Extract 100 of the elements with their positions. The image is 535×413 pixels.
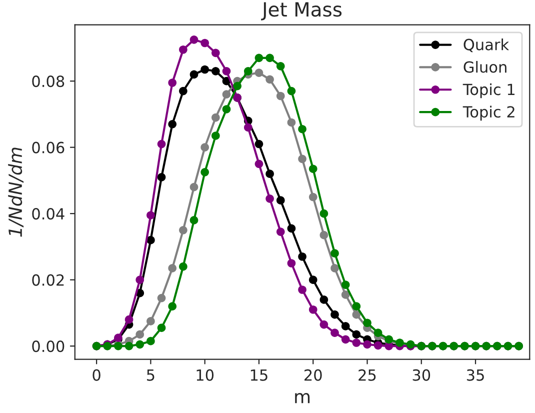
point (352, 330, 361, 339)
point (211, 48, 220, 58)
y-tick-label: 0.04 (32, 208, 64, 220)
point (298, 124, 306, 134)
point (146, 211, 155, 220)
point (211, 132, 220, 140)
y-tick-label: 0.02 (32, 274, 64, 286)
point (287, 224, 296, 233)
point (146, 336, 155, 346)
point (276, 92, 285, 100)
point (276, 196, 285, 204)
point (330, 264, 339, 272)
x-tick-label: 5 (147, 370, 154, 381)
point (168, 264, 177, 272)
point (200, 143, 209, 152)
point (254, 54, 264, 62)
point (254, 160, 264, 168)
x-tick-label: 35 (466, 369, 484, 381)
point (254, 68, 264, 77)
point (136, 276, 144, 284)
point (179, 226, 188, 234)
point (276, 62, 285, 70)
point (124, 315, 134, 324)
legend-label: Topic 1 (462, 83, 514, 98)
point (320, 296, 328, 304)
x-tick-label: 10 (196, 369, 214, 381)
point (136, 340, 144, 349)
point (190, 182, 198, 192)
point (320, 230, 328, 240)
point (211, 66, 220, 76)
point (266, 75, 274, 84)
point (244, 66, 252, 76)
point (222, 66, 231, 76)
point (298, 252, 306, 261)
point (168, 78, 177, 87)
point (157, 140, 166, 148)
point (266, 170, 274, 178)
point (179, 45, 188, 54)
point (330, 249, 339, 258)
point (146, 236, 155, 244)
point (363, 340, 372, 349)
point (244, 123, 252, 132)
point (330, 310, 339, 319)
point (287, 259, 296, 268)
point (308, 164, 318, 174)
point (352, 338, 361, 347)
point (157, 324, 166, 332)
y-axis-title: 1/NdN/dm (8, 148, 24, 237)
point (200, 38, 209, 48)
point (330, 328, 339, 337)
point (124, 342, 134, 350)
point (320, 320, 328, 329)
point (341, 322, 350, 330)
point (254, 140, 264, 148)
point (168, 302, 177, 310)
y-tick-label: 0.00 (32, 340, 64, 352)
point (287, 86, 296, 96)
point (179, 86, 188, 96)
point (276, 228, 285, 236)
point (222, 105, 231, 114)
point (320, 209, 328, 218)
legend-label: Quark (464, 38, 510, 52)
point (190, 70, 198, 79)
point (136, 330, 144, 339)
point (374, 341, 382, 350)
point (266, 54, 274, 62)
x-tick-label: 15 (250, 370, 268, 381)
x-tick-label: 25 (358, 369, 376, 381)
x-axis-title: m (295, 392, 310, 404)
point (157, 294, 166, 302)
point (266, 194, 274, 203)
point (374, 328, 382, 337)
point (308, 276, 318, 284)
point (190, 36, 198, 44)
legend-label: Topic 2 (462, 106, 514, 121)
y-tick-label: 0.08 (32, 76, 64, 88)
point (222, 90, 231, 98)
x-tick-label: 30 (412, 369, 430, 381)
point (363, 318, 372, 328)
point (200, 168, 209, 176)
point (352, 310, 361, 319)
point (200, 65, 209, 74)
point (168, 120, 177, 128)
point (233, 82, 242, 90)
point (308, 192, 318, 202)
point (211, 113, 220, 122)
point (190, 216, 198, 224)
point (287, 118, 296, 127)
x-tick-label: 20 (304, 369, 322, 381)
point (352, 302, 361, 310)
point (341, 280, 350, 289)
point (308, 305, 318, 314)
point (157, 172, 166, 182)
point (146, 317, 155, 326)
point (341, 290, 350, 299)
point (341, 335, 350, 344)
point (298, 286, 306, 294)
chart-title: Jet Mass (261, 2, 342, 20)
legend-label: Gluon (464, 60, 506, 73)
y-tick-label: 0.06 (32, 142, 64, 154)
